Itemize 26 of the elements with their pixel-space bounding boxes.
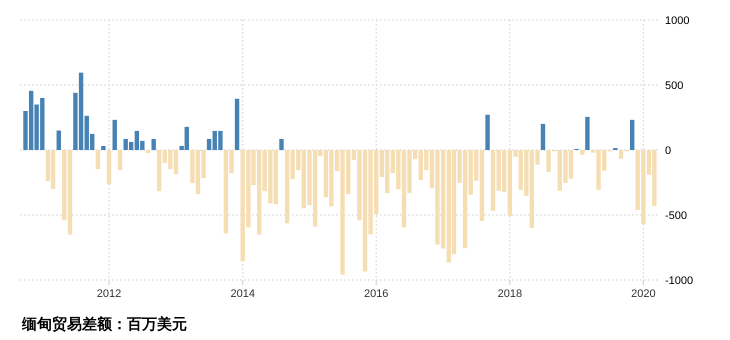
bar: [106, 150, 112, 184]
y-tick-label: -1000: [665, 275, 694, 287]
bar: [580, 150, 584, 155]
bar: [151, 138, 156, 150]
bar: [485, 114, 490, 150]
bar: [279, 138, 284, 150]
bar: [96, 150, 100, 170]
bar: [585, 116, 590, 150]
bar: [101, 146, 106, 150]
y-tick-label: 1000: [665, 15, 690, 27]
bar: [234, 98, 240, 150]
bar: [112, 120, 117, 150]
bar: [146, 150, 150, 153]
text: 缅甸贸易差额：百万美元: [21, 315, 187, 333]
x-tick-label: 2014: [230, 288, 255, 300]
x-tick-label: 2018: [498, 288, 522, 300]
bar: [56, 130, 61, 150]
y-tick-label: 0: [665, 145, 672, 157]
bar: [630, 120, 634, 150]
x-tick-label: 2012: [96, 288, 122, 300]
x-tick-label: 2016: [364, 288, 388, 300]
x-tick-label: 2020: [631, 288, 656, 300]
bar: [540, 124, 546, 150]
bar: [118, 150, 122, 170]
y-tick-label: 500: [665, 80, 684, 92]
y-tick-label: -500: [665, 210, 688, 222]
